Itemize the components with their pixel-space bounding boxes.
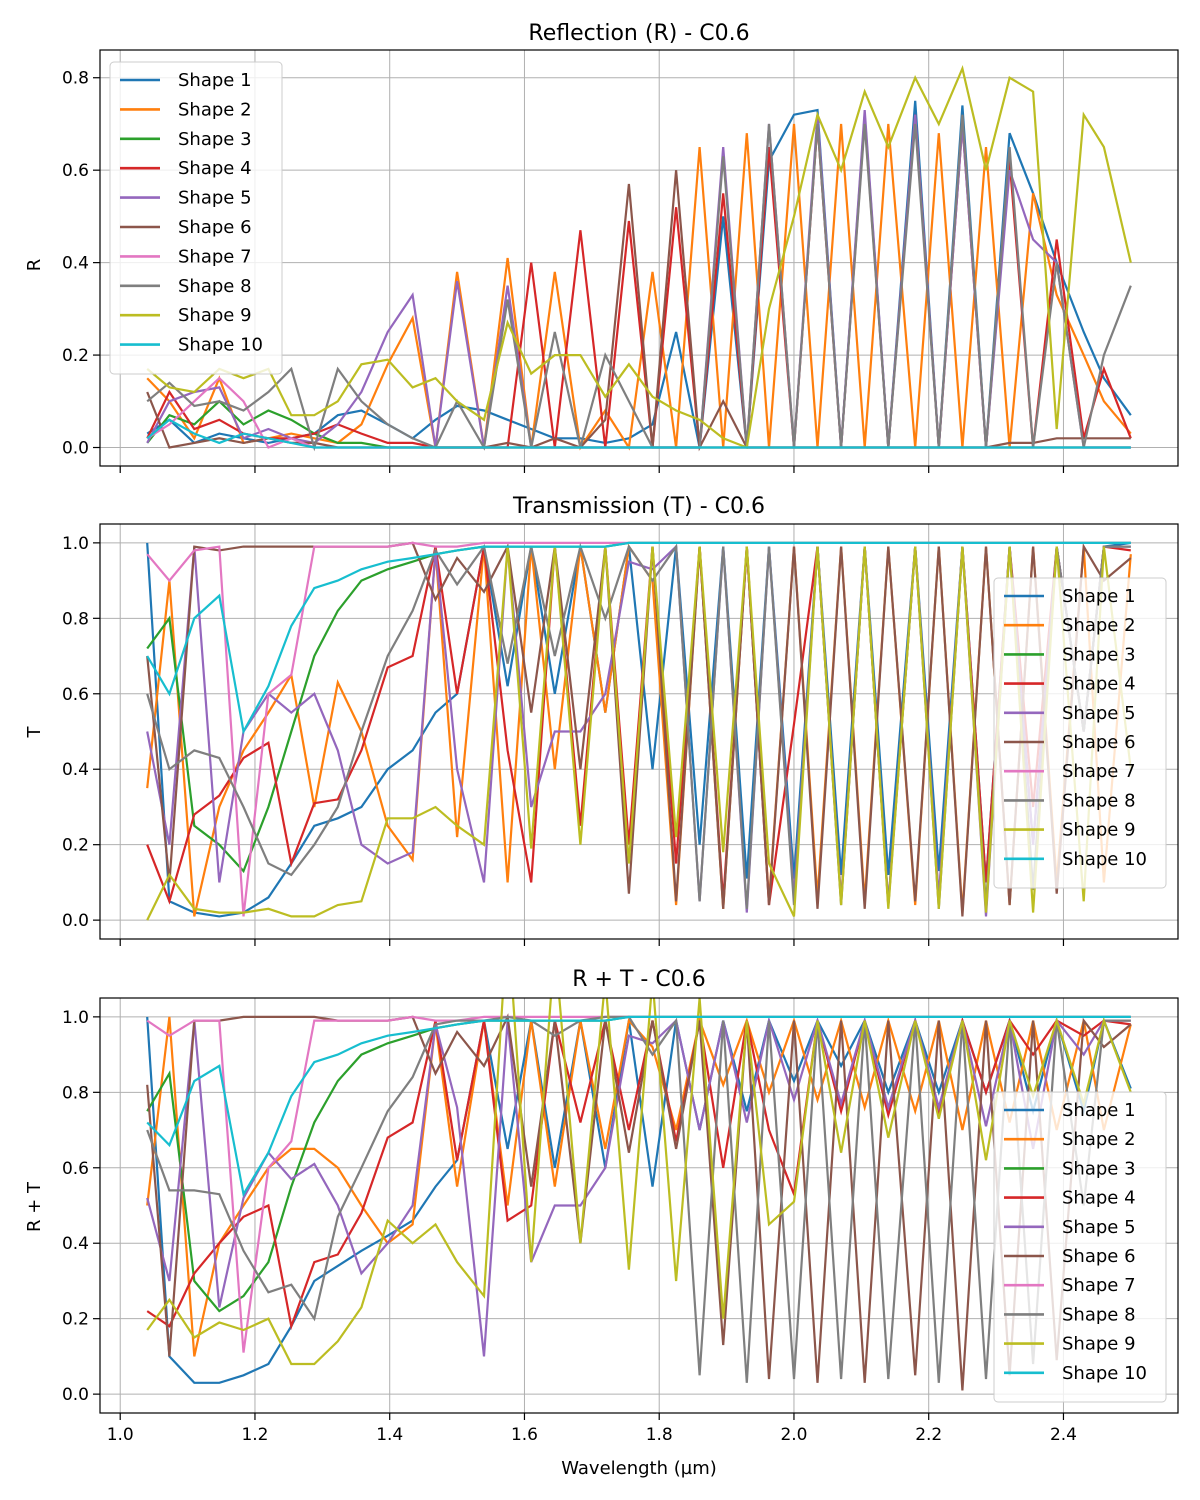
x-tick-label: 1.8 bbox=[646, 1425, 673, 1445]
plot-area bbox=[146, 541, 1132, 921]
legend-label: Shape 1 bbox=[1062, 586, 1136, 607]
legend-label: Shape 5 bbox=[1062, 1217, 1136, 1238]
legend-label: Shape 7 bbox=[1062, 1275, 1136, 1296]
y-axis-label: T bbox=[24, 726, 45, 739]
x-tick-label: 2.2 bbox=[915, 1425, 942, 1445]
legend-label: Shape 6 bbox=[178, 217, 252, 238]
legend-label: Shape 8 bbox=[1062, 790, 1136, 811]
y-tick-label: 0.8 bbox=[62, 1083, 89, 1103]
y-tick-label: 0.6 bbox=[62, 685, 89, 705]
x-tick-label: 1.6 bbox=[511, 1425, 538, 1445]
legend-label: Shape 5 bbox=[1062, 703, 1136, 724]
chart-title: R + T - C0.6 bbox=[572, 967, 705, 992]
legend-label: Shape 3 bbox=[1062, 644, 1136, 665]
x-tick-label: 2.4 bbox=[1050, 1425, 1077, 1445]
y-tick-label: 0.0 bbox=[62, 911, 89, 931]
legend: Shape 1 Shape 2 Shape 3 Shape 4 Shape 5 Shape… bbox=[993, 577, 1167, 889]
series-line-shape-6 bbox=[146, 541, 1132, 917]
axes-frame bbox=[99, 997, 1179, 1414]
legend: Shape 1 Shape 2 Shape 3 Shape 4 Shape 5 Shape… bbox=[993, 1091, 1167, 1403]
legend-label: Shape 4 bbox=[1062, 674, 1136, 695]
legend-label: Shape 6 bbox=[1062, 1246, 1136, 1267]
legend-label: Shape 7 bbox=[178, 246, 252, 267]
legend-label: Shape 9 bbox=[1062, 1334, 1136, 1355]
legend-label: Shape 1 bbox=[178, 70, 252, 91]
y-tick-label: 0.6 bbox=[62, 1159, 89, 1179]
legend-label: Shape 9 bbox=[1062, 820, 1136, 841]
chart-title: Transmission (T) - C0.6 bbox=[512, 494, 765, 519]
x-tick-label: 2.0 bbox=[780, 1425, 807, 1445]
panel-reflection: Reflection (R) - C0.6 R 0.00.20.40.60.8 … bbox=[24, 21, 1179, 473]
legend-label: Shape 10 bbox=[1062, 1363, 1147, 1384]
y-tick-label: 0.2 bbox=[62, 346, 89, 366]
axes-frame bbox=[99, 49, 1179, 467]
legend-label: Shape 2 bbox=[178, 99, 252, 120]
panel-r-plus-t: R + T - C0.6 R + T 1.0 1.2 1.4 1.6 1.8 2.0 2.2… bbox=[24, 967, 1179, 1445]
y-tick-label: 0.4 bbox=[62, 254, 89, 274]
legend: Shape 1 Shape 2 Shape 3 Shape 4 Shape 5 Shape… bbox=[109, 61, 283, 375]
axes: 0.0 0.2 0.4 0.6 0.8 bbox=[62, 49, 1179, 473]
axes-frame bbox=[99, 523, 1179, 940]
panel-transmission: Transmission (T) - C0.6 T 0.00.20.40.60.… bbox=[24, 494, 1179, 946]
y-tick-label: 1.0 bbox=[62, 1008, 89, 1028]
series-line-shape-10 bbox=[146, 1015, 1131, 1198]
y-tick-label: 0.0 bbox=[62, 1385, 89, 1405]
legend-label: Shape 4 bbox=[1062, 1188, 1136, 1209]
y-tick-label: 0.2 bbox=[62, 1310, 89, 1330]
y-tick-label: 0.8 bbox=[62, 69, 89, 89]
x-tick-label: 1.4 bbox=[376, 1425, 403, 1445]
legend-label: Shape 10 bbox=[1062, 849, 1147, 870]
series-line-shape-9 bbox=[146, 998, 1132, 1366]
legend-label: Shape 2 bbox=[1062, 1129, 1136, 1150]
x-tick-label: 1.2 bbox=[241, 1425, 268, 1445]
y-tick-label: 0.0 bbox=[62, 439, 89, 459]
axes: 0.0 0.2 0.4 0.6 0.8 1.0 bbox=[62, 523, 1179, 946]
legend-label: Shape 5 bbox=[178, 188, 252, 209]
y-tick-label: 0.2 bbox=[62, 836, 89, 856]
y-tick-label: 0.8 bbox=[62, 609, 89, 629]
x-axis-label: Wavelength (µm) bbox=[561, 1458, 717, 1479]
plot-area bbox=[146, 998, 1132, 1391]
series-line-shape-8 bbox=[146, 114, 1132, 452]
x-tick-label: 1.0 bbox=[107, 1425, 134, 1445]
y-tick-label: 0.4 bbox=[62, 1234, 89, 1254]
legend-label: Shape 2 bbox=[1062, 615, 1136, 636]
y-tick-label: 1.0 bbox=[62, 534, 89, 554]
legend-label: Shape 8 bbox=[178, 276, 252, 297]
plot-area bbox=[146, 64, 1132, 452]
axes: 1.0 1.2 1.4 1.6 1.8 2.0 2.2 2.4 0.0 0.2 0.4 0.6 0.8 1… bbox=[62, 997, 1179, 1445]
legend-label: Shape 1 bbox=[1062, 1100, 1136, 1121]
y-axis-label: R bbox=[24, 259, 45, 272]
legend-label: Shape 4 bbox=[178, 158, 252, 179]
series-line-shape-9 bbox=[146, 64, 1132, 450]
y-axis-label: R + T bbox=[24, 1181, 45, 1232]
legend-label: Shape 3 bbox=[178, 129, 252, 150]
y-tick-label: 0.4 bbox=[62, 760, 89, 780]
series-line-shape-6 bbox=[146, 1013, 1132, 1391]
legend-label: Shape 3 bbox=[1062, 1158, 1136, 1179]
series-line-shape-8 bbox=[146, 1015, 1131, 1383]
legend-label: Shape 8 bbox=[1062, 1304, 1136, 1325]
y-tick-label: 0.6 bbox=[62, 161, 89, 181]
series-line-shape-10 bbox=[146, 541, 1131, 735]
legend-label: Shape 7 bbox=[1062, 761, 1136, 782]
series-line-shape-9 bbox=[146, 546, 1132, 921]
series-line-shape-10 bbox=[146, 418, 1131, 449]
series-line-shape-4 bbox=[146, 1016, 1131, 1331]
legend-label: Shape 10 bbox=[178, 335, 263, 356]
chart-title: Reflection (R) - C0.6 bbox=[528, 21, 749, 46]
legend-label: Shape 9 bbox=[178, 305, 252, 326]
legend-label: Shape 6 bbox=[1062, 732, 1136, 753]
